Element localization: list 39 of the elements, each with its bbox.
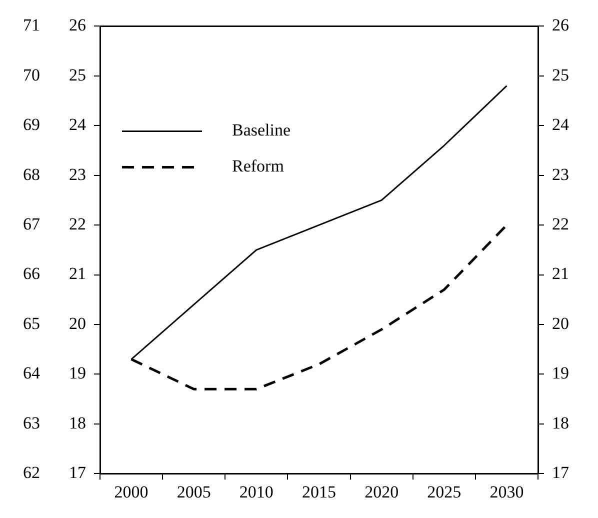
y3-tick-label: 67: [23, 214, 40, 234]
y-tick-label: 17: [69, 463, 86, 482]
y3-tick-label: 63: [23, 413, 40, 432]
y-tick-label: 26: [69, 16, 86, 35]
y2-tick-label: 26: [552, 16, 569, 35]
x-tick-label: 2010: [239, 482, 274, 502]
y2-tick-label: 25: [552, 65, 569, 84]
y-tick-label: 19: [69, 364, 86, 383]
y2-tick-label: 22: [552, 214, 569, 234]
x-tick-label: 2015: [302, 482, 336, 502]
y2-tick-label: 18: [552, 413, 569, 432]
y2-tick-label: 19: [552, 364, 569, 383]
legend-label: Reform: [232, 156, 284, 176]
y2-tick-label: 20: [552, 314, 569, 333]
y2-tick-label: 24: [552, 115, 570, 134]
y2-tick-label: 23: [552, 164, 569, 184]
x-tick-label: 2020: [364, 482, 399, 502]
y3-tick-label: 62: [23, 463, 40, 482]
y3-tick-label: 68: [23, 164, 40, 184]
y-tick-label: 24: [69, 115, 86, 134]
y3-tick-label: 69: [23, 115, 40, 134]
y-tick-label: 20: [69, 314, 86, 333]
x-tick-label: 2000: [114, 482, 148, 502]
y3-tick-label: 64: [23, 364, 40, 383]
y3-tick-label: 66: [23, 264, 40, 284]
y3-tick-label: 70: [23, 65, 40, 84]
x-tick-label: 2005: [176, 482, 211, 502]
y-tick-label: 22: [69, 214, 86, 234]
y-tick-label: 23: [69, 164, 86, 184]
x-tick-label: 2025: [427, 482, 462, 502]
y-tick-label: 18: [69, 413, 86, 432]
y3-tick-label: 65: [23, 314, 40, 333]
y3-tick-label: 71: [23, 16, 40, 35]
legend-label: Baseline: [232, 120, 291, 140]
y-tick-label: 21: [69, 264, 86, 284]
x-tick-label: 2030: [490, 482, 524, 502]
y2-tick-label: 17: [552, 463, 570, 482]
y-tick-label: 25: [69, 65, 86, 84]
y2-tick-label: 21: [552, 264, 569, 284]
